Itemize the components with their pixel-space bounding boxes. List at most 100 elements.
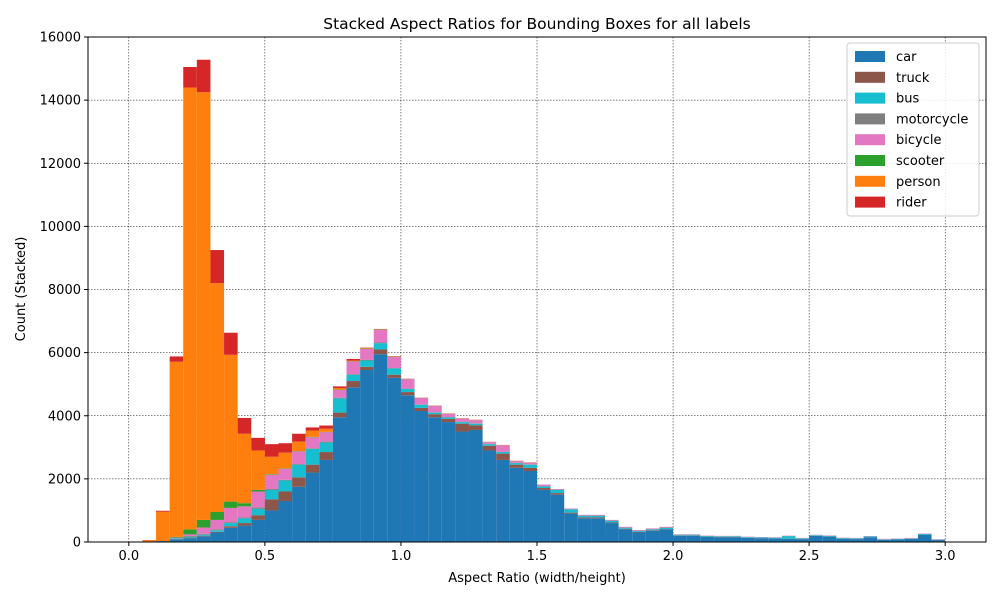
bar-bus-segment [509,463,524,465]
bar-bicycle-segment [183,534,197,537]
legend-swatch-person [855,175,885,187]
bar-truck-segment [441,418,456,423]
bar-bus-segment [264,489,279,500]
bar-bicycle-segment [632,530,646,531]
bar-truck-segment [632,531,646,533]
bar-person-segment [169,361,184,537]
bar-motorcycle-segment [305,448,320,449]
bar-car-segment [183,538,197,542]
legend-box [846,42,980,217]
bar-truck-segment [183,537,197,539]
bar-bus-segment [645,529,660,531]
bar-car-segment [509,467,524,542]
legend-swatch-car [855,51,885,62]
bar-motorcycle-segment [237,517,252,519]
bar-car-segment [468,429,483,542]
bar-rider-segment [169,356,184,362]
bar-scooter-segment [237,503,252,507]
bar-bus-segment [278,480,293,492]
bar-truck-segment [496,453,510,460]
bar-bus-segment [768,537,782,539]
bar-car-segment [809,536,823,542]
bar-bicycle-segment [441,413,456,418]
bar-bus-segment [700,536,714,537]
bar-rider-segment [319,425,333,429]
bar-car-segment [673,535,687,542]
bar-bus-segment [210,530,225,532]
bar-bus-segment [400,388,415,393]
bar-bicycle-segment [264,474,279,489]
bar-bicycle-segment [523,462,537,465]
bar-truck-segment [455,423,469,432]
bar-rider-segment [156,510,170,512]
bar-motorcycle-segment [210,529,225,531]
bar-truck-segment [468,425,483,430]
legend-swatch-rider [855,196,885,208]
bar-car-segment [251,519,265,542]
bar-car-segment [877,539,891,542]
bar-motorcycle-segment [373,342,388,344]
y-tick-label: 16000 [40,31,81,46]
bar-truck-segment [591,517,606,519]
y-tick-label: 8000 [48,283,81,298]
bar-rider-segment [332,386,347,388]
bar-truck-segment [550,493,565,495]
bar-truck-segment [210,531,225,533]
bar-car-segment [346,387,361,542]
bar-rider-segment [305,427,320,431]
bar-bus-segment [305,448,320,465]
bar-car-segment [196,536,211,542]
y-tick-label: 10000 [40,220,81,235]
legend-label-truck: truck [896,71,930,86]
bar-car-segment [632,532,646,542]
bar-car-segment [904,538,918,542]
bar-rider-segment [183,66,197,88]
bar-car-segment [441,422,456,542]
legend-label-bicycle: bicycle [896,133,941,148]
x-axis-ticks: 0.0 0.5 1.0 1.5 2.0 2.5 3.0 [118,542,956,564]
bar-car-segment [713,537,728,542]
bar-bus-segment [468,423,483,426]
bar-person-segment [264,456,279,475]
bar-car-segment [577,518,592,542]
bar-bicycle-segment [537,484,551,487]
bar-car-segment [482,450,497,542]
bar-bus-segment [686,534,701,536]
legend: car truck bus motorcycle bicycle scooter perso… [846,42,980,217]
bar-bus-segment [537,486,551,489]
bar-person-segment [237,433,252,504]
bar-car-segment [305,472,320,542]
bar-truck-segment [400,392,415,396]
bar-bicycle-segment [278,468,293,480]
bar-bus-segment [564,509,578,513]
chart-title: Stacked Aspect Ratios for Bounding Boxes… [323,15,751,33]
bar-car-segment [360,369,374,542]
bar-truck-segment [618,528,633,530]
bar-truck-segment [264,499,279,511]
bar-motorcycle-segment [264,488,279,490]
bar-car-segment [537,489,551,542]
bar-bicycle-segment [196,527,211,534]
bar-car-segment [645,530,660,542]
bar-bicycle-segment [319,432,333,442]
legend-label-bus: bus [896,92,919,107]
bar-rider-segment [237,417,252,434]
bar-car-segment [863,537,878,542]
bar-car-segment [332,417,347,542]
bar-bus-segment [577,515,592,518]
bar-car-segment [414,411,429,542]
bar-bicycle-segment [292,451,306,465]
bar-bus-segment [673,534,687,536]
bar-bus-segment [632,530,646,532]
bar-truck-segment [278,491,293,501]
bar-truck-segment [523,467,537,471]
bar-truck-segment [645,530,660,531]
bar-truck-segment [387,374,401,378]
bar-bus-segment [196,534,211,536]
bar-person-segment [224,354,238,502]
bar-car-segment [169,539,184,542]
bar-truck-segment [414,407,429,412]
bar-motorcycle-segment [346,374,361,375]
bar-bus-segment [428,412,442,415]
